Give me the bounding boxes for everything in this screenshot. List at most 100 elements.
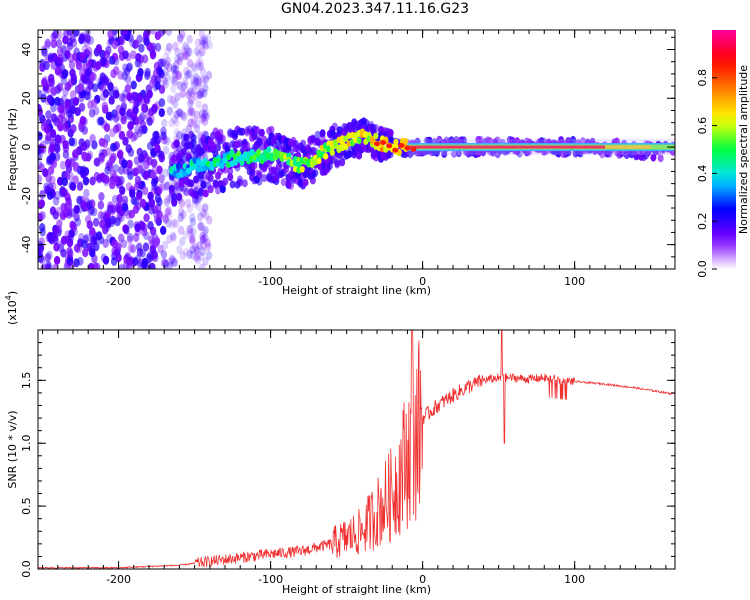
heatmap-cell — [202, 256, 209, 266]
heatmap-cell — [42, 75, 49, 85]
heatmap-cell — [186, 249, 193, 259]
heatmap-cell — [89, 248, 96, 258]
heatmap-cell — [168, 219, 175, 229]
heatmap-cell — [162, 168, 169, 178]
heatmap-cell — [153, 214, 161, 224]
heatmap-cell — [107, 82, 114, 91]
heatmap-cell — [136, 247, 144, 257]
heatmap-cell — [129, 38, 136, 48]
heatmap-cell — [161, 118, 168, 128]
heatmap-cell — [104, 165, 111, 175]
heatmap-cell — [203, 112, 210, 122]
heatmap-cell — [160, 258, 168, 268]
heatmap-cell — [88, 262, 95, 269]
heatmap-cell — [117, 149, 124, 159]
heatmap-cell — [103, 209, 111, 219]
heatmap-cell — [143, 171, 150, 181]
heatmap-cell — [217, 128, 224, 137]
heatmap-cell — [138, 43, 145, 53]
heatmap-cell — [173, 128, 181, 138]
heatmap-cell — [356, 137, 362, 145]
heatmap-cell — [187, 106, 194, 116]
heatmap-cell — [194, 255, 202, 265]
heatmap-cell — [165, 30, 173, 36]
heatmap-cell — [193, 253, 200, 263]
heatmap-cell — [204, 33, 212, 43]
heatmap-cell — [52, 196, 60, 206]
heatmap-cell — [54, 144, 61, 154]
heatmap-cell — [67, 249, 74, 259]
heatmap-cell — [82, 248, 89, 258]
heatmap-cell — [60, 187, 67, 197]
heatmap-cell — [177, 52, 184, 62]
heatmap-cell — [89, 227, 96, 237]
heatmap-cell — [136, 128, 143, 138]
heatmap-cell — [157, 58, 164, 68]
heatmap-cell — [60, 94, 68, 104]
heatmap-cell — [47, 165, 55, 175]
heatmap-cell — [215, 143, 221, 152]
heatmap-cell — [130, 50, 137, 60]
heatmap-cell — [98, 116, 105, 126]
heatmap-cell — [64, 101, 71, 111]
colorbar-tick-label: 0.2 — [696, 212, 709, 230]
heatmap-cell — [69, 34, 76, 43]
heatmap-cell — [111, 109, 118, 119]
multiplier-exponent: 4 — [4, 295, 13, 300]
heatmap-cell — [49, 128, 57, 138]
heatmap-cell — [186, 203, 193, 213]
heatmap-cell — [78, 93, 85, 103]
heatmap-cell — [173, 110, 180, 120]
heatmap-cell — [198, 221, 205, 231]
heatmap-cell — [79, 166, 87, 176]
heatmap-cell — [137, 54, 144, 64]
heatmap-cell — [99, 72, 106, 82]
heatmap-cell — [38, 146, 42, 156]
heatmap-cell — [127, 243, 134, 253]
heatmap-cell — [141, 227, 148, 237]
heatmap-cell — [90, 207, 98, 217]
colorbar-tick-label: 0.4 — [696, 165, 709, 183]
heatmap-cell — [79, 200, 87, 210]
heatmap-cell — [253, 126, 260, 135]
heatmap-cell — [61, 69, 69, 78]
heatmap-cell — [302, 178, 309, 187]
heatmap-cell — [194, 250, 202, 260]
heatmap-cell — [198, 174, 204, 183]
heatmap-cell — [62, 87, 69, 97]
heatmap-cell — [122, 136, 129, 146]
heatmap-cell — [193, 175, 200, 184]
heatmap-cell — [141, 186, 149, 196]
heatmap-band-core — [407, 145, 606, 149]
heatmap-cell — [314, 130, 321, 139]
heatmap-cell — [69, 68, 76, 78]
heatmap-cell — [494, 136, 501, 145]
heatmap-cell — [162, 79, 170, 89]
heatmap-cell — [142, 242, 150, 252]
heatmap-cell — [120, 103, 127, 112]
heatmap-cell — [81, 45, 89, 55]
heatmap-cell — [179, 110, 186, 120]
heatmap-cell — [79, 52, 86, 61]
heatmap-cell — [166, 210, 173, 220]
heatmap-cell — [193, 124, 201, 134]
heatmap-cell — [197, 90, 204, 100]
heatmap-cells — [38, 30, 675, 269]
heatmap-cell — [102, 238, 109, 248]
heatmap-cell — [138, 156, 145, 166]
heatmap-cell — [156, 186, 163, 196]
heatmap-cell — [41, 47, 48, 57]
heatmap-cell — [137, 67, 144, 77]
heatmap-cell — [171, 76, 179, 86]
heatmap-cell — [202, 75, 209, 84]
heatmap-cell — [202, 225, 209, 235]
heatmap-cell — [183, 44, 191, 54]
heatmap-cell — [186, 58, 194, 68]
heatmap-cell — [73, 243, 81, 253]
heatmap-cell — [139, 112, 146, 122]
heatmap-cell — [178, 198, 186, 208]
heatmap-cell — [164, 207, 171, 217]
heatmap-cell — [38, 212, 43, 222]
heatmap-cell — [132, 105, 139, 115]
